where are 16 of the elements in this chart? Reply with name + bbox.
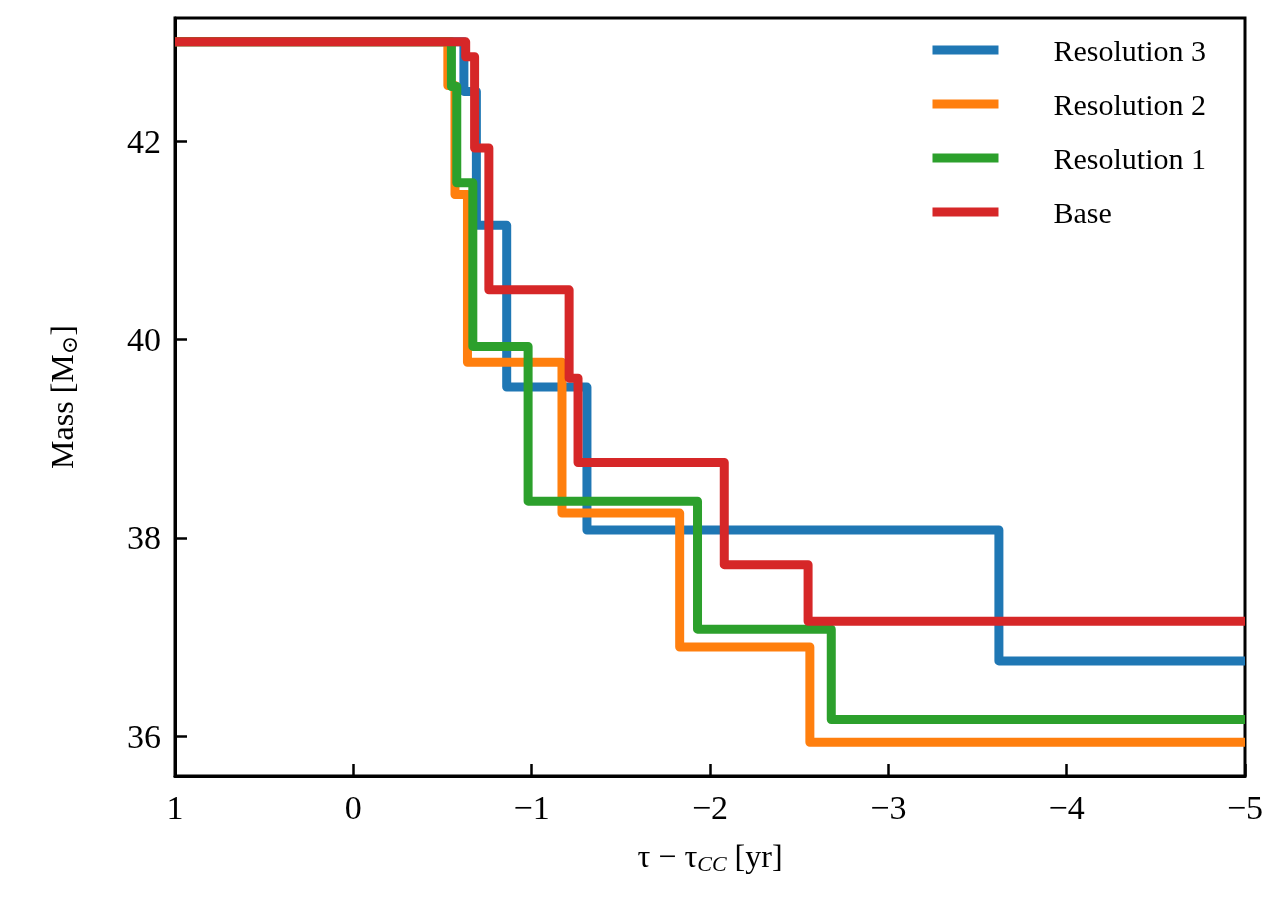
- legend-label: Resolution 3: [1053, 33, 1207, 67]
- legend-label: Base: [1053, 195, 1112, 229]
- x-tick-label: −4: [1048, 788, 1085, 826]
- x-tick-label: 0: [344, 788, 362, 826]
- legend-label: Resolution 1: [1053, 141, 1207, 175]
- y-tick-label: 36: [127, 717, 161, 755]
- x-tick-label: −5: [1226, 788, 1264, 826]
- x-tick-label: 1: [166, 788, 184, 826]
- y-tick-label: 42: [127, 122, 161, 160]
- x-tick-label: −2: [691, 788, 729, 826]
- legend-label: Resolution 2: [1053, 87, 1207, 121]
- y-tick-label: 40: [127, 320, 161, 358]
- x-tick-label: −1: [513, 788, 550, 826]
- x-tick-label: −3: [870, 788, 907, 826]
- y-axis-title: Mass [M⊙]: [44, 325, 82, 469]
- y-tick-label: 38: [127, 519, 161, 557]
